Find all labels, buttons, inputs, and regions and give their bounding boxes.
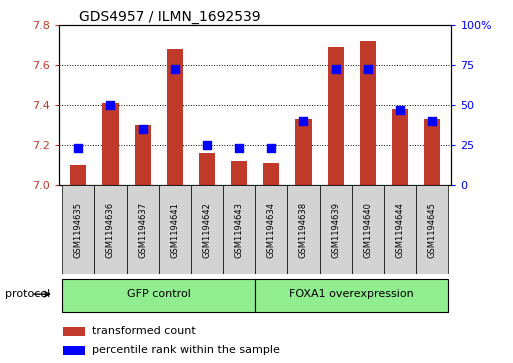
- Point: [331, 66, 340, 72]
- Bar: [63, 327, 85, 336]
- Text: GSM1194641: GSM1194641: [170, 202, 180, 257]
- Bar: [392, 109, 408, 185]
- Text: GSM1194638: GSM1194638: [299, 201, 308, 258]
- Bar: [167, 49, 183, 185]
- Bar: [62, 185, 94, 274]
- Bar: [255, 185, 287, 274]
- Bar: [223, 185, 255, 274]
- Text: GSM1194644: GSM1194644: [396, 202, 404, 257]
- Point: [139, 126, 147, 132]
- Point: [364, 66, 372, 72]
- Bar: [360, 41, 376, 185]
- Bar: [159, 185, 191, 274]
- Bar: [295, 119, 311, 185]
- Bar: [127, 185, 159, 274]
- Text: GSM1194637: GSM1194637: [138, 201, 147, 258]
- Text: GSM1194635: GSM1194635: [74, 201, 83, 258]
- Text: percentile rank within the sample: percentile rank within the sample: [92, 345, 280, 355]
- Text: transformed count: transformed count: [92, 326, 196, 337]
- Point: [74, 146, 83, 151]
- Bar: [191, 185, 223, 274]
- Point: [428, 118, 436, 124]
- Bar: [424, 119, 440, 185]
- Bar: [352, 185, 384, 274]
- Bar: [134, 125, 151, 185]
- Bar: [231, 161, 247, 185]
- Text: GSM1194634: GSM1194634: [267, 201, 276, 258]
- Text: GSM1194645: GSM1194645: [428, 202, 437, 257]
- Point: [171, 66, 179, 72]
- Text: GSM1194636: GSM1194636: [106, 201, 115, 258]
- Text: protocol: protocol: [5, 289, 50, 299]
- Text: GSM1194642: GSM1194642: [203, 202, 211, 257]
- Bar: [328, 47, 344, 185]
- Text: GSM1194640: GSM1194640: [363, 202, 372, 257]
- Bar: [255, 278, 448, 312]
- Bar: [263, 163, 280, 185]
- Bar: [384, 185, 416, 274]
- Bar: [416, 185, 448, 274]
- Text: GSM1194639: GSM1194639: [331, 201, 340, 258]
- Bar: [320, 185, 352, 274]
- Bar: [62, 278, 255, 312]
- Text: GSM1194643: GSM1194643: [234, 201, 244, 258]
- Bar: [199, 153, 215, 185]
- Text: FOXA1 overexpression: FOXA1 overexpression: [289, 289, 414, 299]
- Point: [300, 118, 308, 124]
- Text: GDS4957 / ILMN_1692539: GDS4957 / ILMN_1692539: [78, 11, 260, 24]
- Point: [203, 142, 211, 148]
- Bar: [103, 103, 119, 185]
- Point: [267, 146, 275, 151]
- Bar: [287, 185, 320, 274]
- Text: GFP control: GFP control: [127, 289, 191, 299]
- Point: [235, 146, 243, 151]
- Point: [106, 102, 114, 108]
- Bar: [70, 165, 86, 185]
- Bar: [63, 346, 85, 355]
- Point: [396, 107, 404, 113]
- Bar: [94, 185, 127, 274]
